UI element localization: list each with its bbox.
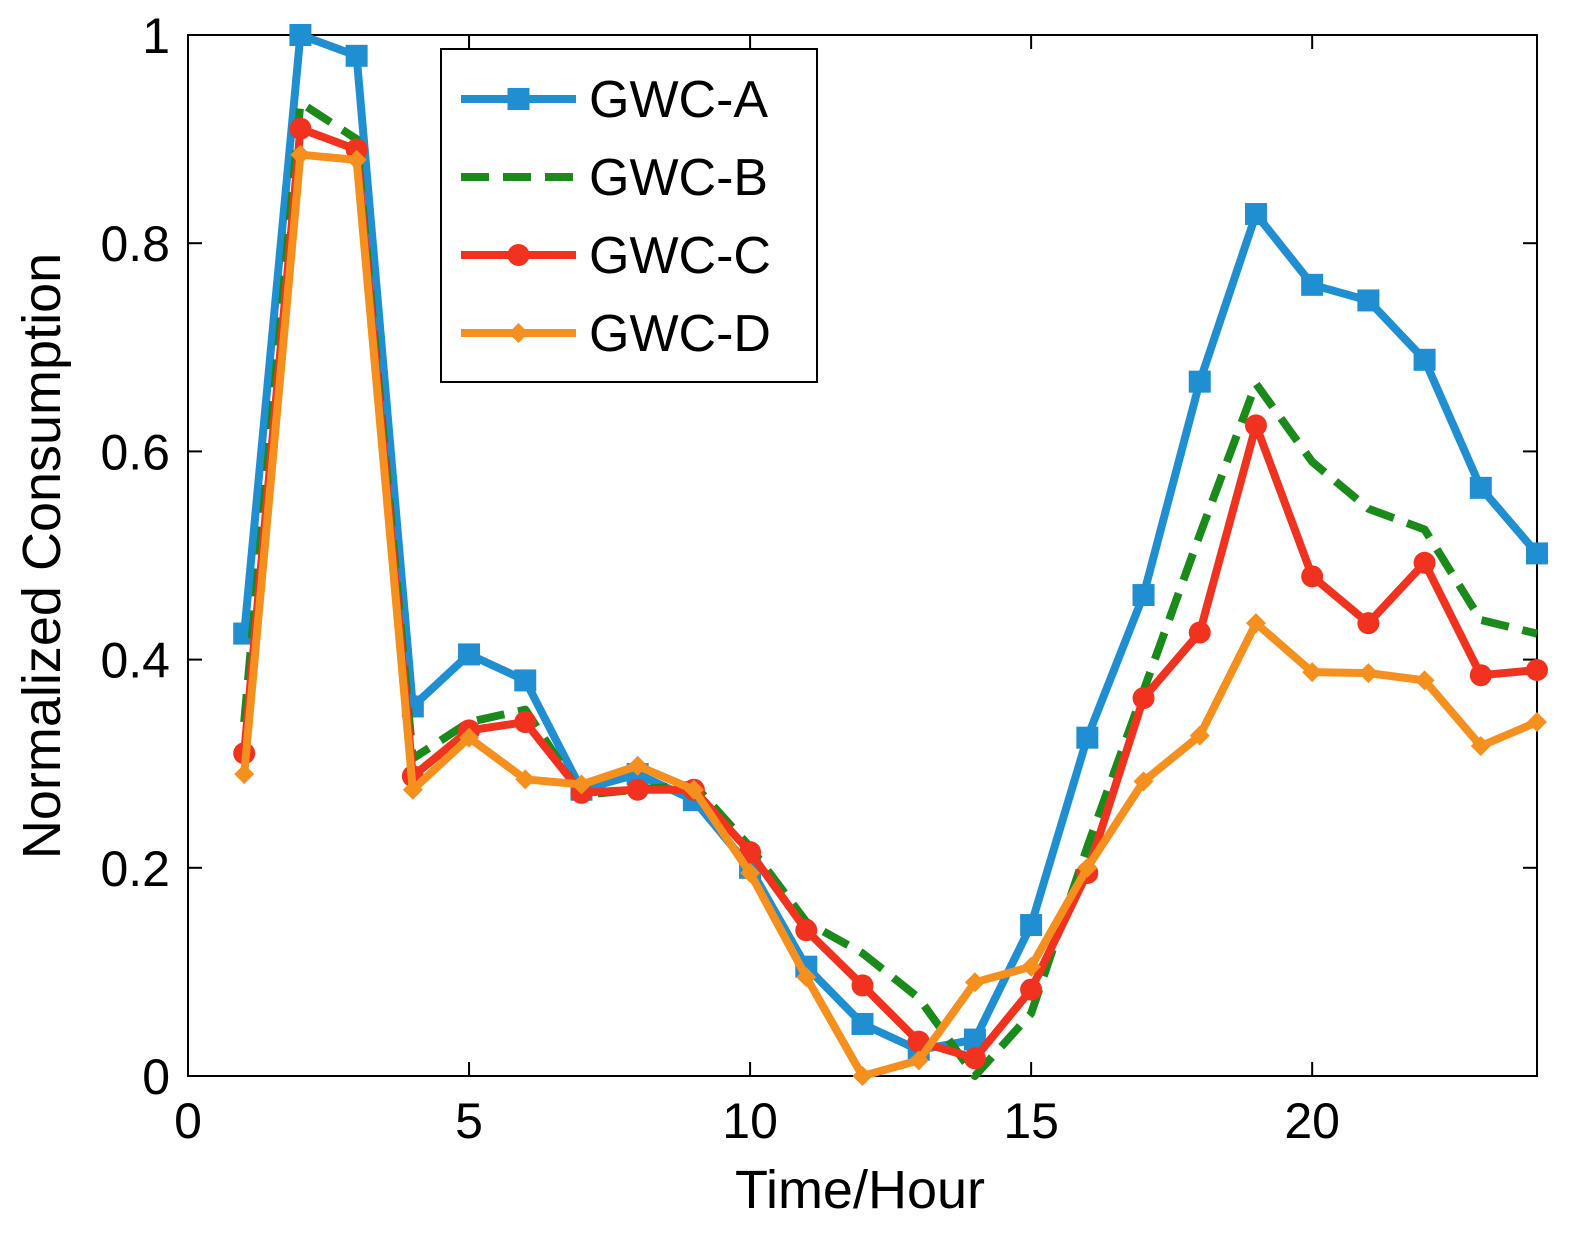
data-point [796, 967, 817, 988]
x-tick-label: 10 [722, 1093, 778, 1149]
legend-entry: GWC-A [461, 71, 768, 129]
y-tick-label: 0.4 [100, 633, 170, 689]
data-point [345, 138, 368, 161]
legend-label: GWC-B [589, 149, 768, 207]
data-point [1077, 857, 1098, 878]
data-point [1244, 203, 1267, 226]
data-point [1414, 670, 1435, 691]
data-point [1076, 726, 1099, 749]
data-point [345, 44, 368, 67]
data-point [514, 711, 537, 734]
data-point [740, 863, 761, 884]
x-tick-label: 5 [455, 1093, 483, 1149]
data-point [459, 727, 480, 748]
data-point [852, 1066, 873, 1086]
x-axis-label: Time/Hour [735, 1160, 985, 1220]
data-point [1188, 370, 1211, 393]
data-point [1132, 687, 1155, 710]
data-point [1188, 621, 1211, 644]
data-point [1021, 956, 1042, 977]
data-point [1132, 584, 1155, 607]
data-point [1358, 663, 1379, 684]
data-point [290, 144, 311, 165]
data-point [908, 1050, 929, 1071]
data-point [1244, 414, 1267, 437]
data-point [1245, 613, 1266, 634]
data-point [1302, 662, 1323, 683]
data-point [1301, 565, 1324, 588]
data-point [1133, 771, 1154, 792]
data-point [1357, 612, 1380, 635]
data-point [795, 919, 818, 942]
series-layer [233, 24, 1548, 1086]
data-point [1470, 736, 1491, 757]
data-point [1020, 978, 1043, 1001]
series-gwc-d [234, 144, 1547, 1086]
data-point [507, 88, 530, 110]
axis-labels: Time/Hour Normalized Consumption [12, 253, 985, 1220]
y-tick-label: 0.8 [100, 216, 170, 272]
data-point [289, 24, 312, 46]
legend: GWC-A GWC-B GWC-C GWC-D [440, 48, 818, 383]
legend-label: GWC-A [589, 71, 768, 129]
data-point [1301, 273, 1324, 296]
data-point [515, 769, 536, 790]
y-tick-label: 1 [142, 8, 170, 64]
y-tick-label: 0.2 [100, 841, 170, 897]
plot-border [187, 34, 1538, 1077]
data-point [1357, 289, 1380, 312]
x-tick-label: 15 [1003, 1093, 1059, 1149]
legend-label: GWC-C [589, 227, 771, 285]
legend-entry: GWC-B [461, 149, 768, 207]
data-point [571, 774, 592, 795]
data-point [289, 117, 312, 140]
data-point [626, 778, 649, 801]
data-point [1413, 551, 1436, 574]
data-point [507, 244, 530, 266]
legend-box [440, 48, 818, 383]
legend-entry: GWC-D [461, 305, 771, 363]
data-point [234, 764, 255, 785]
data-point [851, 974, 874, 997]
data-point [1189, 725, 1210, 746]
data-point [514, 669, 537, 692]
data-point [851, 1012, 874, 1035]
x-tick-label: 0 [174, 1093, 202, 1149]
data-point [402, 779, 423, 800]
y-tick-label: 0.6 [100, 424, 170, 480]
data-point [1526, 542, 1548, 565]
legend-entry: GWC-C [461, 227, 771, 285]
data-point [1469, 664, 1492, 687]
data-point [458, 643, 481, 666]
legend-label: GWC-D [589, 305, 771, 363]
y-tick-label: 0 [142, 1049, 170, 1105]
data-point [1469, 476, 1492, 499]
axis-ticks: 0 5 10 15 20 0 0.2 0.4 0.6 0.8 1 [100, 8, 1537, 1149]
plot-area [187, 34, 1538, 1077]
data-point [1526, 659, 1548, 682]
data-point [1413, 348, 1436, 371]
data-point [963, 1047, 986, 1070]
y-axis-label: Normalized Consumption [12, 253, 72, 859]
data-point [346, 149, 367, 170]
data-point [508, 323, 529, 343]
x-tick-label: 20 [1284, 1093, 1340, 1149]
data-point [964, 972, 985, 993]
data-point [683, 779, 704, 800]
data-point [963, 1028, 986, 1051]
data-point [1527, 712, 1547, 733]
data-point [627, 755, 648, 776]
data-point [1020, 914, 1043, 937]
